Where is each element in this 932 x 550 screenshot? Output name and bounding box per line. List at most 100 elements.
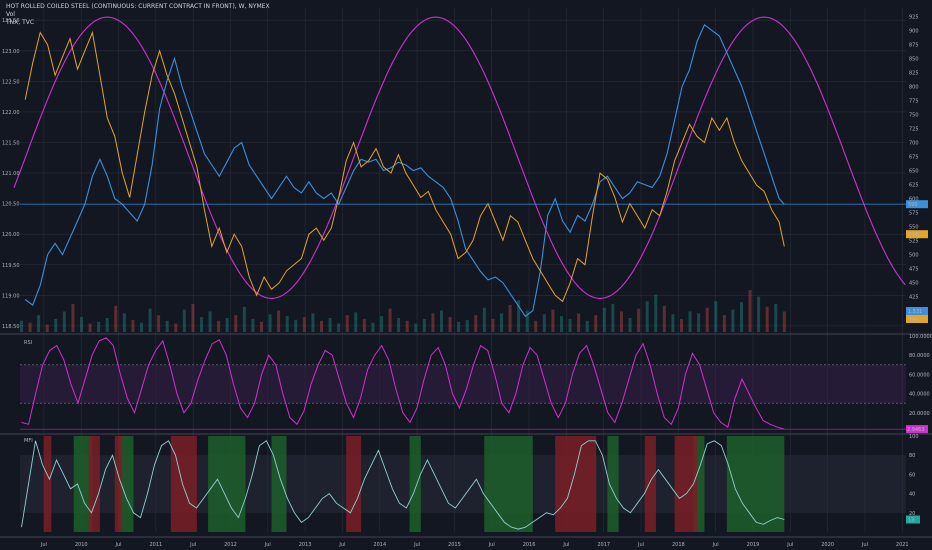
volume-bar <box>45 324 49 332</box>
volume-bar <box>405 320 409 332</box>
volume-bar <box>491 318 495 332</box>
volume-bar <box>474 315 478 332</box>
time-tick-label: Jul <box>338 542 345 548</box>
time-tick-label: Jul <box>786 542 793 548</box>
mfi-tick-label: 80 <box>909 453 915 459</box>
left-tick-label: 120.00 <box>2 232 20 238</box>
left-tick-label: 122.00 <box>2 110 20 116</box>
left-tick-label: 119.50 <box>2 263 20 269</box>
volume-bar <box>337 323 341 332</box>
volume-bar <box>748 290 752 332</box>
mfi-green-zone <box>271 436 287 532</box>
volume-bar <box>637 308 641 332</box>
mfi-tick-label: 100 <box>909 434 919 440</box>
mfi-red-zone <box>674 436 690 532</box>
volume-bar <box>131 319 135 332</box>
volume-bar <box>594 315 598 332</box>
volume-bar <box>739 302 743 332</box>
time-tick-label: 2021 <box>896 542 909 548</box>
volume-bar <box>714 301 718 332</box>
volume-bar <box>508 304 512 332</box>
volume-bar <box>542 314 546 332</box>
volume-bar <box>139 322 143 332</box>
volume-bars <box>19 290 786 332</box>
volume-bar <box>97 321 101 332</box>
right-tick-label: 500 <box>909 253 919 259</box>
right-tick-label: 450 <box>909 281 919 287</box>
volume-bar <box>645 301 649 332</box>
volume-bar <box>225 318 229 332</box>
main-series <box>13 16 906 318</box>
volume-bar <box>319 320 323 332</box>
volume-bar <box>679 318 683 332</box>
volume-bar <box>62 311 66 332</box>
volume-bar <box>371 322 375 332</box>
volume-bar <box>88 323 92 332</box>
left-tick-label: 123.00 <box>2 49 20 55</box>
axes: 118.50 119.00 119.50 120.00 120.50 121.00 121.… <box>0 14 932 548</box>
rsi-tick-label: 40.0000 <box>909 392 930 398</box>
volume-bar <box>285 316 289 332</box>
chart-title: HOT ROLLED COILED STEEL (CONTINUOUS: CUR… <box>6 3 270 10</box>
volume-bar <box>328 318 332 332</box>
hrc-value-tag: 590 <box>908 202 918 208</box>
volume-bar <box>208 311 212 332</box>
volume-bar <box>379 316 383 332</box>
time-tick-label: 2010 <box>75 542 88 548</box>
right-tick-label: 925 <box>909 14 919 20</box>
mfi-green-zone <box>484 436 533 532</box>
volume-bar <box>268 314 272 332</box>
right-tick-label: 575 <box>909 211 919 217</box>
right-tick-label: 875 <box>909 42 919 48</box>
time-tick-label: 2015 <box>448 542 461 548</box>
volume-bar <box>705 307 709 332</box>
volume-bar <box>577 313 581 332</box>
volume-bar <box>79 317 83 332</box>
volume-bar <box>671 314 675 332</box>
volume-bar <box>345 315 349 332</box>
volume-bar <box>774 304 778 332</box>
hrc-line <box>24 23 785 318</box>
right-tick-label: 800 <box>909 84 919 90</box>
mfi-tick-label: 20 <box>909 511 915 517</box>
mfi-tick-label: 40 <box>909 492 915 498</box>
hrc-value-tag-bg <box>906 200 928 209</box>
right-tick-label: 850 <box>909 56 919 62</box>
volume-bar <box>165 320 169 332</box>
right-tick-label: 775 <box>909 98 919 104</box>
mfi-green-zone <box>118 436 134 532</box>
tnx-line <box>24 30 785 303</box>
volume-bar <box>294 319 298 332</box>
time-tick-label: Jul <box>40 542 47 548</box>
volume-bar <box>251 318 255 332</box>
tnx-value-tag-bg <box>906 230 928 239</box>
time-tick-label: Jul <box>264 542 271 548</box>
cycle-line <box>13 16 906 299</box>
vol-value-tag-2-bg <box>906 315 928 323</box>
mfi-green-zone <box>726 436 785 532</box>
left-tick-label: 123.50 <box>2 18 20 24</box>
rsi-value-tag: 2.9463 <box>907 427 925 433</box>
mfi-red-zone <box>88 436 100 532</box>
time-tick-label: Jul <box>115 542 122 548</box>
volume-bar <box>54 318 58 332</box>
tnx-label: TNX, TVC <box>6 19 35 26</box>
time-tick-label: Jul <box>861 542 868 548</box>
vol-value-tag-2: 394 <box>908 317 918 323</box>
volume-bar <box>654 294 658 332</box>
volume-bar <box>782 311 786 332</box>
mfi-red-zone <box>114 436 123 532</box>
mfi-value-tag-bg <box>906 515 920 524</box>
right-tick-label: 475 <box>909 267 919 273</box>
mfi-red-zone <box>555 436 597 532</box>
mfi-label: MFI <box>24 438 33 444</box>
volume-bar <box>199 317 203 332</box>
volume-bar <box>362 318 366 332</box>
volume-bar <box>611 304 615 332</box>
volume-bar <box>114 305 118 332</box>
volume-bar <box>422 318 426 332</box>
volume-bar <box>431 313 435 332</box>
volume-bar <box>122 313 126 332</box>
